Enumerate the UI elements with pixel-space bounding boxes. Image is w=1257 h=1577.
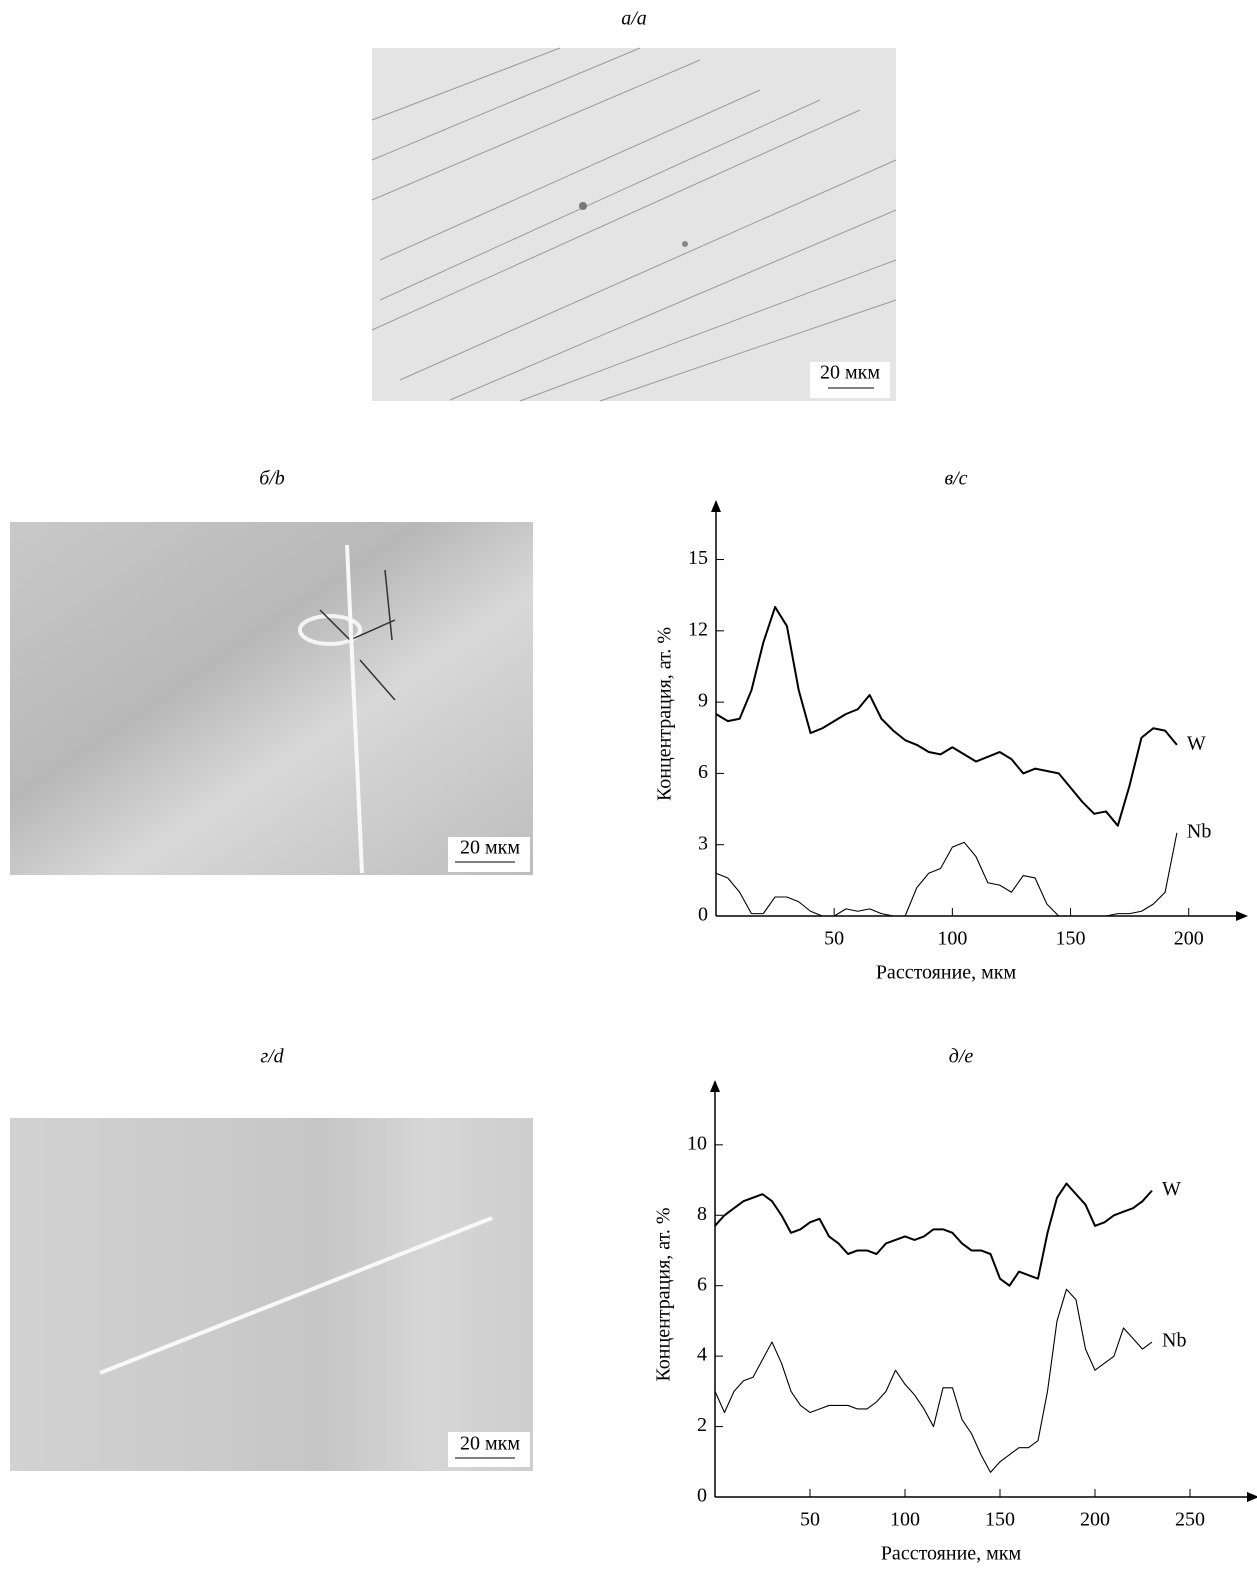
y-tick-label: 0	[698, 904, 708, 926]
data-line	[714, 1288, 1153, 1473]
chart-title: д/e	[949, 1046, 974, 1068]
y-tick-label: 3	[698, 832, 708, 854]
y-axis-label: Концентрация, ат. %	[654, 627, 676, 801]
x-axis-arrow	[1236, 911, 1248, 921]
x-tick-label: 100	[937, 928, 967, 950]
y-axis-label: Концентрация, ат. %	[653, 1207, 675, 1381]
x-tick-label: 50	[824, 928, 844, 950]
series-label: W	[1187, 732, 1206, 754]
series-label: Nb	[1162, 1330, 1186, 1352]
chart-title: в/c	[944, 468, 967, 490]
y-axis-arrow	[710, 1080, 720, 1092]
y-tick-label: 6	[697, 1273, 707, 1295]
x-tick-label: 250	[1175, 1509, 1205, 1531]
data-line	[714, 1182, 1153, 1287]
data-line	[715, 832, 1178, 917]
scale-bar-label: 20 мкм	[460, 837, 520, 859]
x-tick-label: 100	[890, 1509, 920, 1531]
series-label: W	[1162, 1178, 1181, 1200]
y-tick-label: 6	[698, 761, 708, 783]
y-tick-label: 12	[688, 618, 708, 640]
scale-bar-label: 20 мкм	[460, 1433, 520, 1455]
y-tick-label: 15	[688, 547, 708, 569]
x-tick-label: 150	[1056, 928, 1086, 950]
panel-label: б/b	[259, 468, 285, 490]
y-tick-label: 8	[697, 1203, 707, 1225]
y-tick-label: 9	[698, 690, 708, 712]
data-line	[715, 606, 1178, 827]
y-tick-label: 0	[697, 1485, 707, 1507]
panel-label: а/a	[621, 8, 647, 30]
x-axis-arrow	[1247, 1492, 1257, 1502]
y-axis-arrow	[711, 500, 721, 512]
x-axis-label: Расстояние, мкм	[881, 1543, 1022, 1565]
x-axis-label: Расстояние, мкм	[876, 962, 1017, 984]
micrograph	[10, 522, 533, 875]
micrograph	[371, 47, 897, 402]
y-tick-label: 4	[697, 1344, 707, 1366]
x-tick-label: 200	[1174, 928, 1204, 950]
series-label: Nb	[1187, 820, 1211, 842]
x-tick-label: 150	[985, 1509, 1015, 1531]
micrograph	[10, 1118, 533, 1471]
panel-label: г/d	[260, 1046, 284, 1068]
scale-bar-label: 20 мкм	[820, 362, 880, 384]
y-tick-label: 10	[687, 1132, 707, 1154]
x-tick-label: 50	[800, 1509, 820, 1531]
y-tick-label: 2	[697, 1414, 707, 1436]
x-tick-label: 200	[1080, 1509, 1110, 1531]
